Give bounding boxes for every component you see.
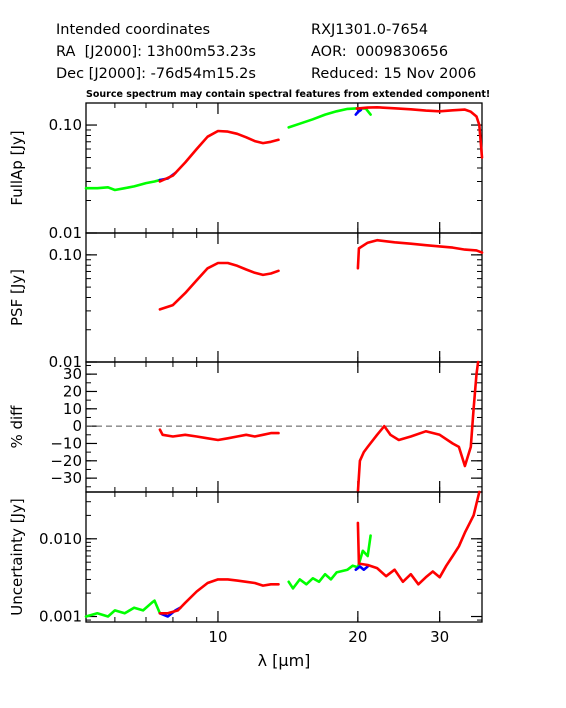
y-tick-label: 0.10 — [49, 246, 82, 264]
panel-frame — [85, 361, 483, 493]
y-tick-label: 10 — [63, 400, 82, 418]
y-tick-label: 0.001 — [39, 608, 82, 626]
y-tick-label: 20 — [63, 382, 82, 400]
series-line-blue — [354, 108, 363, 116]
series-line-red — [158, 428, 280, 442]
y-tick-label: 0.01 — [49, 353, 82, 371]
y-axis-label: FullAp [Jy] — [8, 130, 26, 205]
series-line-red — [158, 129, 280, 183]
x-tick-label: 30 — [430, 628, 449, 646]
x-tick-label: 20 — [348, 628, 367, 646]
series-line-green — [84, 599, 162, 618]
series-line-green — [84, 178, 162, 192]
y-tick-label: 0 — [72, 417, 82, 435]
panel-frame — [85, 232, 483, 363]
y-tick-label: −30 — [50, 469, 82, 487]
y-axis-label: Uncertainty [Jy] — [8, 498, 26, 615]
series-line-blue — [354, 565, 370, 572]
series-line-red — [356, 490, 481, 586]
y-tick-label: 0.010 — [39, 530, 82, 548]
series-line-red — [158, 261, 280, 311]
series-line-red — [158, 578, 280, 615]
series-line-red — [355, 106, 484, 159]
header-left-line-3: Dec [J2000]: -76d54m15.2s — [56, 66, 256, 82]
extended-component-warning: Source spectrum may contain spectral fea… — [86, 89, 491, 100]
y-axis-label: PSF [Jy] — [8, 269, 26, 326]
y-tick-label: 0.01 — [49, 224, 82, 242]
header-right-line-3: Reduced: 15 Nov 2006 — [311, 66, 477, 82]
header-right-line-1: RXJ1301.0-7654 — [311, 22, 429, 38]
y-tick-label: −10 — [50, 434, 82, 452]
y-tick-label: 30 — [63, 365, 82, 383]
panel-frame — [85, 102, 483, 234]
x-axis-label: λ [μm] — [258, 651, 311, 670]
y-tick-label: 0.10 — [49, 116, 82, 134]
series-line-red — [356, 360, 480, 494]
panel-frame — [85, 491, 483, 623]
series-line-red — [356, 238, 484, 270]
y-axis-label: % diff — [8, 405, 26, 449]
series-line-green — [287, 534, 372, 590]
header-right-line-2: AOR: 0009830656 — [311, 44, 449, 60]
header-left-line-2: RA [J2000]: 13h00m53.23s — [56, 44, 256, 60]
y-tick-label: −20 — [50, 452, 82, 470]
x-tick-label: 10 — [208, 628, 227, 646]
header-left-line-1: Intended coordinates — [56, 22, 211, 38]
